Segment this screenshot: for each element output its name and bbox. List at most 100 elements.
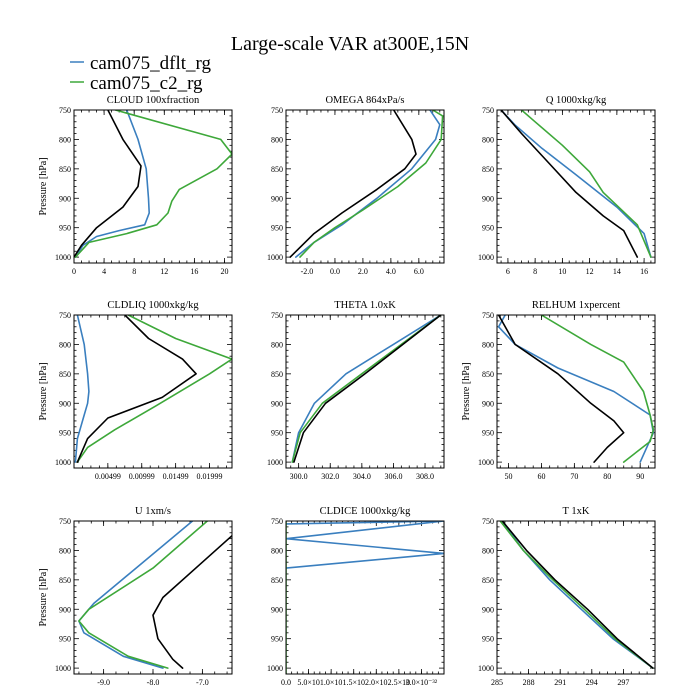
series-line-cam075_c2_rg	[78, 521, 209, 669]
y-tick-label: 850	[59, 370, 71, 379]
x-tick-label: 308.0	[416, 472, 434, 481]
y-tick-label: 950	[482, 224, 494, 233]
y-tick-label: 1000	[478, 664, 494, 673]
y-tick-label: 800	[271, 340, 283, 349]
panel-q: Q 1000xkg/kg 750 800 850 900 950 1000 6 8 10 12 14 1…	[478, 95, 656, 276]
series-line-cam075_dflt_rg	[497, 315, 655, 463]
y-tick-label: 800	[59, 546, 71, 555]
x-tick-label: 6.0	[414, 267, 424, 276]
series-line-cam075_dflt_rg	[501, 521, 654, 669]
x-tick-label: 90	[636, 472, 644, 481]
y-tick-label: 850	[482, 370, 494, 379]
series-line-reference	[500, 110, 639, 258]
y-tick-label: 900	[59, 605, 71, 614]
y-tick-label: 1000	[55, 664, 71, 673]
x-tick-label: 12	[586, 267, 594, 276]
x-tick-label: 306.0	[384, 472, 402, 481]
x-tick-label: 8	[132, 267, 136, 276]
x-tick-label: 3.0×10⁻³²	[406, 678, 438, 687]
plot-frame	[73, 109, 233, 264]
x-tick-label: 5.0×10	[297, 678, 320, 687]
series-line-cam075_dflt_rg	[291, 315, 442, 463]
y-tick-label: 800	[482, 546, 494, 555]
x-tick-label: 0.00999	[129, 472, 155, 481]
y-tick-label: 1000	[478, 253, 494, 262]
y-tick-label: 1000	[55, 253, 71, 262]
y-tick-label: 950	[482, 635, 494, 644]
x-tick-label: 304.0	[353, 472, 371, 481]
plot-frame	[285, 314, 445, 469]
y-tick-label: 750	[482, 517, 494, 526]
series-line-reference	[293, 315, 442, 463]
y-tick-label: 850	[482, 165, 494, 174]
plot-frame	[285, 520, 445, 675]
x-tick-label: 302.0	[321, 472, 339, 481]
x-tick-label: 2.0	[358, 267, 368, 276]
x-tick-label: 0.01499	[163, 472, 189, 481]
x-tick-label: 8	[533, 267, 537, 276]
x-tick-label: 1.0×10	[320, 678, 343, 687]
y-tick-label: 900	[59, 194, 71, 203]
panel-cldice: CLDICE 1000xkg/kg 750 800 850 900 950 1000 0.0 5…	[267, 506, 445, 687]
y-tick-label: 1000	[478, 458, 494, 467]
x-tick-label: 14	[613, 267, 621, 276]
legend: cam075_dflt_rg cam075_c2_rg	[70, 53, 212, 94]
x-tick-label: 60	[537, 472, 545, 481]
y-tick-label: 900	[271, 194, 283, 203]
panel-omega: OMEGA 864xPa/s 750 800 850 900 950 1000 -2.0 0.0…	[267, 95, 445, 276]
panel-t: T 1xK 750 800 850 900 950 1000 285 288 291 294 297	[478, 506, 656, 687]
panel-title-omega: OMEGA 864xPa/s	[325, 95, 404, 106]
series-line-cam075_c2_rg	[540, 315, 655, 463]
series-line-cam075_c2_rg	[499, 521, 654, 669]
x-tick-label: 4.0	[386, 267, 396, 276]
y-tick-label: 900	[482, 605, 494, 614]
series-line-cam075_dflt_rg	[500, 110, 652, 258]
panel-title-t: T 1xK	[563, 506, 590, 517]
x-tick-label: 300.0	[290, 472, 308, 481]
series-line-cam075_c2_rg	[291, 315, 442, 463]
series-line-reference	[501, 521, 654, 669]
y-tick-label: 900	[271, 399, 283, 408]
series-line-cam075_c2_rg	[299, 110, 444, 258]
y-tick-label: 1000	[55, 458, 71, 467]
x-tick-label: 288	[523, 678, 535, 687]
y-axis-label-relhum: Pressure [hPa]	[461, 362, 472, 420]
x-tick-label: 20	[220, 267, 228, 276]
x-tick-label: 294	[586, 678, 598, 687]
panel-title-cldliq: CLDLIQ 1000xkg/kg	[107, 300, 199, 311]
y-tick-label: 900	[271, 605, 283, 614]
panel-title-q: Q 1000xkg/kg	[546, 95, 607, 106]
y-tick-label: 850	[59, 165, 71, 174]
y-tick-label: 950	[482, 429, 494, 438]
plot-frame	[73, 314, 233, 469]
x-tick-label: 291	[554, 678, 566, 687]
x-tick-label: 6	[506, 267, 510, 276]
series-line-reference	[76, 315, 197, 463]
panel-title-cldice: CLDICE 1000xkg/kg	[320, 506, 411, 517]
x-tick-label: 0.0	[330, 267, 340, 276]
x-tick-label: 0	[72, 267, 76, 276]
y-tick-label: 850	[482, 576, 494, 585]
y-tick-label: 1000	[267, 458, 283, 467]
series-line-cam075_dflt_rg	[286, 521, 444, 569]
y-tick-label: 850	[271, 165, 283, 174]
x-tick-label: 2.0×10	[365, 678, 388, 687]
x-tick-label: 80	[603, 472, 611, 481]
x-tick-label: 0.0	[281, 678, 291, 687]
y-tick-label: 900	[59, 399, 71, 408]
panel-u: U 1xm/s Pressure [hPa] 750 800 850 900 950 1000…	[38, 506, 233, 687]
x-tick-label: 0.01999	[197, 472, 223, 481]
panel-title-u: U 1xm/s	[135, 506, 171, 517]
series-line-cam075_dflt_rg	[78, 521, 194, 669]
x-tick-label: 12	[160, 267, 168, 276]
y-tick-label: 850	[271, 370, 283, 379]
y-tick-label: 750	[271, 106, 283, 115]
plot-frame	[496, 520, 656, 675]
panel-title-cloud: CLOUD 100xfraction	[107, 95, 200, 106]
x-tick-label: 1.5×10	[342, 678, 365, 687]
plot-frame	[496, 314, 656, 469]
x-tick-label: 10	[558, 267, 566, 276]
y-tick-label: 800	[271, 135, 283, 144]
y-tick-label: 800	[59, 340, 71, 349]
